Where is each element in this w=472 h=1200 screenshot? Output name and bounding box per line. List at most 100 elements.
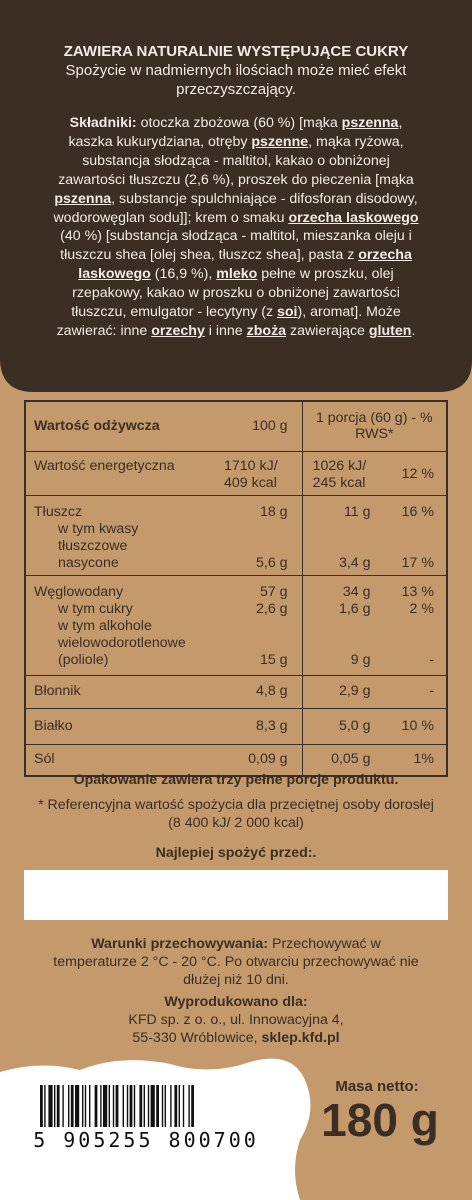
- barcode-bar: [70, 1085, 74, 1127]
- barcode-bar: [182, 1085, 185, 1127]
- ingredients-label: Składniki:: [69, 115, 137, 131]
- barcode-bar: [174, 1085, 178, 1127]
- storage-text: Przechowywać w temperaturze 2 °C - 20 °C…: [53, 936, 419, 988]
- barcode-bar: [68, 1085, 70, 1127]
- barcode-bar: [122, 1085, 124, 1127]
- allergen: pszenna: [341, 115, 399, 131]
- sugar-warning: ZAWIERA NATURALNIE WYSTĘPUJĄCE CUKRY Spo…: [40, 42, 432, 99]
- producer-address: KFD sp. z o. o., ul. Innowacyjna 4,: [128, 1012, 344, 1028]
- carbs-block: Węglowodany w tym cukry w tym alkohole w…: [25, 574, 218, 675]
- net-weight-label: Masa netto:: [335, 1078, 419, 1095]
- energy-portion-kj: 1026 kJ/: [312, 457, 367, 474]
- allergen: soi: [276, 304, 298, 321]
- allergen: mleko: [216, 266, 258, 283]
- carbs-100g-block: 57 g 2,6 g 15 g: [218, 574, 303, 675]
- saturated-label: w tym kwasy tłuszczowe nasycone: [58, 520, 139, 571]
- fat-rws-block: 16 % 17 %: [392, 494, 447, 575]
- barcode-bar: [161, 1085, 164, 1127]
- barcode-bar: [139, 1085, 143, 1127]
- ingr-text: , kaszka kukurydziana, otręby: [68, 115, 403, 150]
- barcode-bar: [100, 1085, 102, 1127]
- package-note: Opakowanie zawiera trzy pełne porcje pro…: [73, 772, 399, 788]
- ingr-text: (40 %) [substancja słodząca - maltitol, …: [60, 228, 412, 264]
- salt-portion: 0,05 g: [302, 743, 393, 776]
- polyols-label: w tym alkohole wielowodorotlenowe (polio…: [58, 617, 186, 668]
- carbs-portion: 34 g: [342, 583, 371, 600]
- fibre-100g: 4,8 g: [218, 674, 303, 708]
- sugars-100g: 2,6 g: [256, 600, 288, 617]
- energy-portion-kcal: 245 kcal: [312, 474, 366, 491]
- sugars-label: w tym cukry: [58, 600, 133, 617]
- carbs-portion-block: 34 g 1,6 g 9 g: [302, 574, 393, 675]
- protein-rws: 10 %: [392, 707, 447, 744]
- allergen: pszenne: [251, 133, 309, 150]
- protein-portion: 5,0 g: [302, 707, 393, 744]
- fat-block: Tłuszcz w tym kwasy tłuszczowe nasycone: [25, 494, 218, 575]
- producer-website: sklep.kfd.pl: [261, 1030, 340, 1046]
- producer-info: Wyprodukowano dla: KFD sp. z o. o., ul. …: [50, 993, 422, 1047]
- barcode-bar: [156, 1085, 159, 1127]
- sugars-rws: 2 %: [409, 600, 434, 617]
- fibre-portion: 2,9 g: [302, 674, 393, 708]
- warning-title: ZAWIERA NATURALNIE WYSTĘPUJĄCE CUKRY: [63, 43, 409, 60]
- protein-label: Białko: [25, 707, 218, 744]
- ingr-text: (16,9 %),: [150, 266, 217, 283]
- ingr-text: , substancje spulchniające - difosforan …: [53, 190, 418, 226]
- fat-100g: 18 g: [259, 503, 288, 520]
- barcode-bar: [164, 1085, 166, 1127]
- barcode-bar: [129, 1085, 133, 1127]
- fat-portion-block: 11 g 3,4 g: [302, 494, 393, 575]
- carbs-label: Węglowodany: [34, 583, 124, 600]
- barcode-bar: [56, 1085, 60, 1127]
- storage-conditions: Warunki przechowywania: Przechowywać w t…: [50, 935, 422, 989]
- barcode-bar: [75, 1085, 80, 1127]
- panel-shape: [0, 0, 472, 392]
- protein-100g: 8,3 g: [218, 707, 303, 744]
- storage-label: Warunki przechowywania:: [91, 936, 269, 952]
- saturated-100g: 5,6 g: [256, 554, 288, 571]
- barcode-bar: [191, 1085, 194, 1127]
- table-row: Błonnik 4,8 g 2,9 g -: [25, 674, 447, 708]
- date-field: [24, 870, 448, 920]
- fat-portion: 11 g: [343, 503, 371, 520]
- barcode-bar: [143, 1085, 145, 1127]
- allergen: gluten: [368, 322, 412, 339]
- saturated-rws: 17 %: [401, 554, 434, 571]
- producer-city: 55-330 Wróblowice,: [132, 1030, 262, 1046]
- barcode-bar: [115, 1085, 119, 1127]
- salt-label: Sól: [25, 743, 218, 776]
- barcode-bar: [147, 1085, 150, 1127]
- barcode-digits: 5 905255 800700: [33, 1128, 259, 1152]
- energy-100g-kj: 1710 kJ/: [224, 457, 278, 474]
- ingredients-panel: ZAWIERA NATURALNIE WYSTĘPUJĄCE CUKRY Spo…: [0, 0, 472, 392]
- table-row: Białko 8,3 g 5,0 g 10 %: [25, 707, 447, 744]
- sugars-portion: 1,6 g: [338, 600, 371, 617]
- polyols-100g: 15 g: [259, 651, 288, 668]
- barcode-bar: [178, 1085, 180, 1127]
- energy-100g: 1710 kJ/ 409 kcal: [218, 450, 303, 495]
- ingr-text: .: [411, 322, 416, 339]
- barcode-bar: [108, 1085, 110, 1127]
- barcode-bar: [62, 1085, 64, 1127]
- rws-footnote: * Referencyjna wartość spożycia dla prze…: [38, 797, 434, 831]
- ingr-text: i inne: [204, 322, 247, 339]
- saturated-portion: 3,4 g: [338, 554, 371, 571]
- salt-100g: 0,09 g: [218, 743, 303, 776]
- ingr-text: ), aromat]. Może zawierać: inne: [56, 304, 401, 339]
- allergen: orzecha laskowego: [288, 209, 419, 226]
- barcode-bar: [103, 1085, 108, 1127]
- energy-portion: 1026 kJ/ 245 kcal: [302, 450, 393, 495]
- fibre-label: Błonnik: [25, 674, 218, 708]
- carbs-rws-block: 13 % 2 % -: [392, 574, 447, 675]
- ingredients-text: Składniki: otoczka zbożowa (60 %) [mąka …: [52, 114, 420, 341]
- table-row: Sól 0,09 g 0,05 g 1%: [25, 743, 447, 776]
- barcode-bar: [48, 1085, 53, 1127]
- barcode-bar: [150, 1085, 155, 1127]
- ingr-text: , mąka ryżowa, substancja słodząca - mal…: [58, 133, 414, 188]
- header-per-100g: 100 g: [218, 400, 303, 451]
- header-per-portion: 1 porcja (60 g) - % RWS*: [302, 400, 447, 451]
- barcode-bar: [133, 1085, 136, 1127]
- energy-rws: 12 %: [392, 450, 447, 495]
- carbs-rws: 13 %: [401, 583, 434, 600]
- fat-100g-block: 18 g 5,6 g: [218, 494, 303, 575]
